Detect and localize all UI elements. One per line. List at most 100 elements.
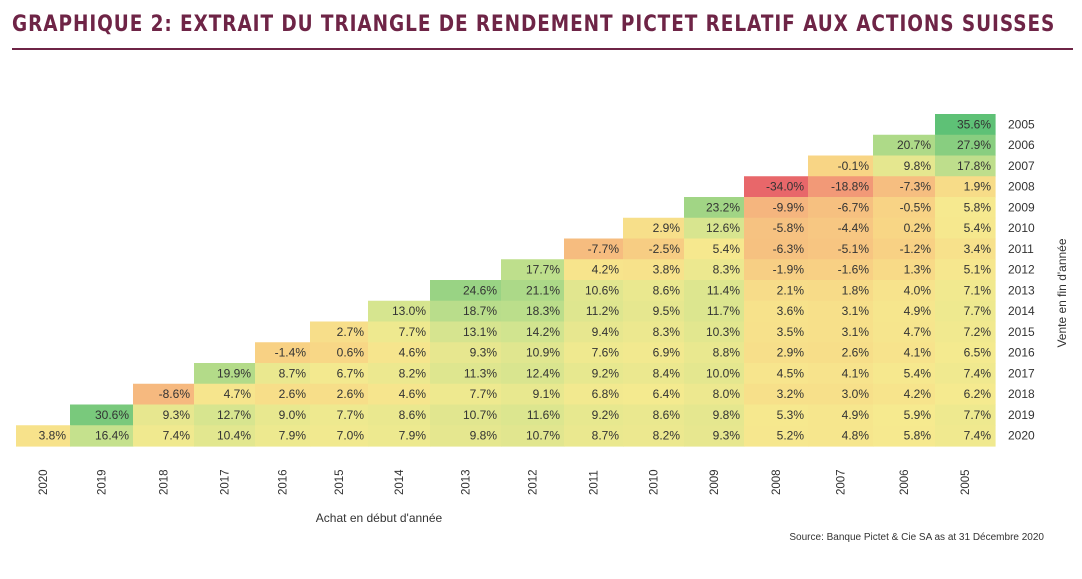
heatmap-cell — [255, 363, 311, 385]
cell-value-label: 8.6% — [399, 408, 427, 422]
heatmap-cell — [623, 217, 685, 240]
cell-value-label: 8.3% — [713, 263, 741, 277]
cell-value-label: 8.6% — [653, 408, 681, 422]
cell-value-label: 11.6% — [527, 408, 560, 422]
y-axis-ticks: 2005 2006 2007 2008 2009 2010 2011 2012 2013 2014… — [1008, 117, 1035, 442]
cell-value-label: 19.9% — [217, 366, 251, 380]
cell-value-label: 7.7% — [964, 408, 992, 422]
heatmap-cell — [873, 425, 936, 447]
heatmap-cell — [935, 300, 996, 323]
cell-value-label: 9.2% — [592, 408, 620, 422]
y-tick-label: 2005 — [1008, 117, 1035, 131]
heatmap-cell — [310, 404, 369, 426]
heatmap-cell — [430, 342, 502, 364]
cell-value-label: 14.2% — [526, 325, 560, 339]
x-tick-label: 2012 — [528, 469, 540, 495]
x-tick-label: 2009 — [709, 469, 721, 495]
cell-value-label: 8.2% — [653, 429, 681, 443]
heatmap-cell — [744, 342, 809, 364]
cell-value-label: 4.2% — [592, 263, 620, 277]
cell-value-label: 9.8% — [904, 159, 932, 173]
heatmap-cell — [623, 280, 685, 302]
heatmap-cell — [684, 238, 745, 260]
cell-value-label: 4.6% — [399, 387, 427, 401]
heatmap-cell — [873, 238, 936, 260]
heatmap-cell — [873, 197, 936, 219]
heatmap-cell — [564, 259, 624, 281]
cell-value-label: 11.2% — [586, 304, 619, 318]
cell-value-label: 9.3% — [713, 429, 741, 443]
cell-value-label: 3.6% — [777, 304, 805, 318]
heatmap-cell — [873, 404, 936, 426]
heatmap-cell — [430, 363, 502, 385]
heatmap-cell — [744, 176, 809, 198]
cell-value-label: 10.6% — [585, 283, 619, 297]
cell-value-label: 8.6% — [653, 283, 681, 297]
cell-value-label: 17.8% — [957, 159, 991, 173]
heatmap-cell — [564, 342, 624, 364]
heatmap-cell — [808, 321, 874, 343]
heatmap-cell — [430, 383, 502, 406]
y-tick-label: 2017 — [1008, 366, 1035, 380]
cell-value-label: 9.2% — [592, 366, 620, 380]
heatmap-cell — [935, 321, 996, 343]
cell-value-label: 6.7% — [337, 366, 365, 380]
cell-value-label: 1.9% — [964, 180, 992, 194]
heatmap-cell — [873, 280, 936, 302]
heatmap-cell — [744, 259, 809, 281]
heatmap-cell — [501, 342, 565, 364]
heatmap-cell — [430, 280, 502, 302]
cell-value-label: 5.3% — [777, 408, 805, 422]
cell-value-label: 12.6% — [706, 221, 740, 235]
x-axis-label: Achat en début d'année — [316, 511, 443, 525]
heatmap-cell — [564, 383, 624, 406]
cell-value-label: 1.8% — [842, 283, 870, 297]
y-tick-label: 2008 — [1008, 180, 1035, 194]
cell-value-label: 4.0% — [904, 283, 932, 297]
cell-value-label: 5.4% — [904, 366, 932, 380]
heatmap-cell — [935, 342, 996, 364]
cell-value-label: -1.6% — [838, 263, 870, 277]
cell-value-label: 4.2% — [904, 387, 932, 401]
heatmap-cell — [194, 363, 256, 385]
cell-value-label: 13.1% — [463, 325, 497, 339]
heatmap-cell — [194, 404, 256, 426]
heatmap-cell — [501, 363, 565, 385]
cell-value-label: 8.3% — [653, 325, 681, 339]
y-tick-label: 2007 — [1008, 159, 1035, 173]
heatmap-cell — [684, 280, 745, 302]
heatmap-cell — [873, 155, 936, 177]
heatmap-cell — [310, 383, 369, 406]
cell-value-label: 7.1% — [964, 283, 992, 297]
x-tick-label: 2005 — [960, 469, 972, 495]
cell-value-label: 16.4% — [95, 429, 129, 443]
heatmap-cell — [744, 363, 809, 385]
cell-value-label: 3.0% — [842, 387, 870, 401]
cell-value-label: 8.8% — [713, 346, 741, 360]
heatmap-cell — [501, 321, 565, 343]
heatmap-cell — [368, 300, 431, 323]
heatmap-cell — [368, 321, 431, 343]
cell-value-label: 9.8% — [713, 408, 741, 422]
cell-value-label: 6.8% — [592, 387, 620, 401]
heatmap-cell — [808, 300, 874, 323]
x-tick-label: 2016 — [278, 469, 290, 495]
cell-value-label: 35.6% — [957, 117, 991, 131]
y-tick-label: 2013 — [1008, 283, 1035, 297]
heatmap-cell — [935, 363, 996, 385]
chart-title: GRAPHIQUE 2: EXTRAIT DU TRIANGLE DE REND… — [12, 12, 1056, 37]
heatmap-cell — [935, 259, 996, 281]
cell-value-label: 9.1% — [533, 387, 561, 401]
heatmap-cell — [873, 321, 936, 343]
cell-value-label: -6.7% — [838, 200, 870, 214]
cell-value-label: 7.7% — [470, 387, 498, 401]
heatmap-cell — [873, 363, 936, 385]
heatmap-cell — [935, 383, 996, 406]
x-axis-ticks: 2020 2019 2018 2017 2016 2015 2014 2013 2012 2011… — [38, 469, 972, 495]
heatmap-cell — [873, 300, 936, 323]
heatmap-cell — [808, 425, 874, 447]
heatmap-cell — [368, 342, 431, 364]
heatmap-cell — [808, 176, 874, 198]
heatmap-cell — [255, 383, 311, 406]
heatmap-cell — [501, 383, 565, 406]
